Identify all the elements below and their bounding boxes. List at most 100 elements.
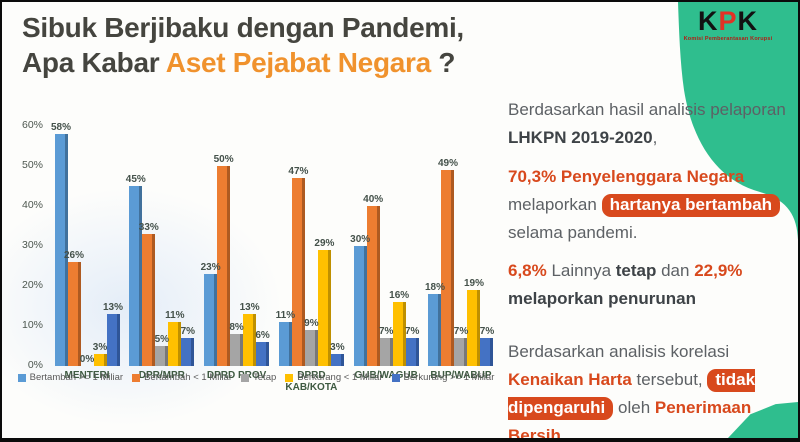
legend-label: Berkurang < 1 Miliar	[297, 372, 383, 383]
bar-group: 18% 49% 7% 19% 7% BUP/WABUP	[425, 126, 496, 381]
bar-value-label: 13%	[239, 302, 260, 313]
bar-group-bars: 45% 33% 5% 11% 7%	[125, 126, 196, 366]
bar	[168, 322, 182, 366]
bar	[93, 354, 107, 366]
bar-slot: 11%	[165, 126, 185, 366]
bar-group: 45% 33% 5% 11% 7% DPR/MPR	[125, 126, 197, 381]
bar	[379, 338, 393, 366]
y-tick-label: 10%	[21, 319, 43, 331]
legend-item: Berkurang >= 1 Miliar	[391, 372, 495, 383]
bar-slot: 7%	[378, 126, 394, 366]
text-segment: Kenaikan Harta	[508, 370, 632, 389]
bar-slot: 30%	[350, 126, 370, 366]
bar-value-label: 7%	[180, 326, 196, 337]
bar	[480, 338, 494, 366]
bar-slot: 3%	[330, 126, 345, 366]
bar-value-label: 40%	[363, 194, 384, 205]
bar-slot: 40%	[363, 126, 383, 366]
bar-group-bars: 58% 26% 0% 3% 13%	[51, 122, 124, 366]
bar-value-label: 8%	[229, 322, 244, 333]
text-segment: Penerimaan Bersih	[508, 397, 752, 442]
bar-value-label: 30%	[350, 234, 371, 245]
bar-value-label: 11%	[275, 310, 296, 321]
bar-slot: 3%	[92, 126, 108, 366]
text-segment: 22,9%	[694, 261, 743, 281]
bar-slot: 29%	[314, 126, 334, 366]
bar	[54, 134, 68, 366]
bar-value-label: 16%	[389, 290, 410, 301]
bar-value-label: 58%	[50, 122, 72, 133]
text-segment: tersebut,	[631, 370, 708, 389]
legend-item: Berkurang < 1 Miliar	[285, 372, 383, 383]
bar	[217, 166, 231, 366]
bar-slot: 58%	[51, 122, 71, 366]
y-axis: 0% 10% 20% 30% 40% 50% 60%	[14, 119, 50, 371]
bar	[204, 274, 218, 366]
bar-value-label: 0%	[79, 354, 95, 365]
text-segment: Lainnya	[546, 261, 616, 281]
text-segment: tetap	[615, 261, 657, 281]
text-segment: 6,8%	[508, 261, 547, 281]
category-label: DPR/MPR	[138, 370, 185, 381]
chart-legend: Bertambah >= 1 Miliar Bertambah < 1 Milia…	[14, 372, 498, 383]
kpk-logo: KPK Komisi Pemberantasan Korupsi	[678, 8, 778, 43]
analysis-paragraph: Berdasarkan hasil analisis pelaporan LHK…	[508, 96, 792, 152]
text-segment: Berdasarkan hasil analisis pelaporan	[508, 100, 786, 119]
y-tick-label: 50%	[21, 159, 43, 171]
chart-plot-row: 0% 10% 20% 30% 40% 50% 60% 58% 26% 0% 3% 13% MENTER…	[14, 102, 498, 393]
legend-swatch-icon	[132, 373, 141, 382]
bar-group: 11% 47% 9% 29% 3% DPRD KAB/KOTA	[275, 126, 346, 393]
category-label: MENTERI	[64, 370, 110, 381]
category-label: BUP/WABUP	[430, 370, 492, 381]
category-label: DPRD KAB/KOTA	[285, 370, 338, 393]
bar-value-label: 7%	[378, 326, 394, 337]
category-label: GUB/WAGUB	[354, 370, 418, 381]
bar-value-label: 13%	[102, 302, 124, 313]
bar-slot: 13%	[240, 126, 260, 366]
legend-item: Bertambah >= 1 Miliar	[17, 372, 123, 383]
bar-value-label: 19%	[463, 278, 484, 289]
bar-slot: 9%	[304, 126, 319, 366]
analysis-paragraph: 6,8% Lainnya tetap dan 22,9% melaporkan …	[508, 257, 792, 313]
bar-value-label: 47%	[288, 166, 309, 177]
bar-slot: 18%	[425, 126, 445, 366]
bar-group-bars: 30% 40% 7% 16% 7%	[350, 126, 420, 366]
bar-value-label: 9%	[304, 318, 319, 329]
bar	[428, 294, 442, 366]
bar-value-label: 5%	[154, 334, 170, 345]
analysis-paragraph: 70,3% Penyelenggara Negara melaporkan ha…	[508, 163, 792, 247]
bar-value-label: 7%	[479, 326, 495, 337]
legend-label: Berkurang >= 1 Miliar	[403, 372, 495, 383]
bar-group-bars: 11% 47% 9% 29% 3%	[275, 126, 345, 366]
bar-value-label: 45%	[125, 174, 146, 185]
bar-value-label: 7%	[404, 326, 420, 337]
text-segment: melaporkan penurunan	[508, 289, 696, 309]
text-segment: hartanya bertambah	[601, 193, 781, 217]
text-segment: oleh	[613, 397, 655, 417]
bar	[243, 314, 257, 366]
title-line-2: Apa Kabar Aset Pejabat Negara ?	[22, 47, 456, 79]
bar	[230, 334, 244, 366]
bar-chart: 0% 10% 20% 30% 40% 50% 60% 58% 26% 0% 3% 13% MENTER…	[14, 102, 498, 393]
title-highlight: Aset Pejabat Negara	[165, 47, 431, 79]
bar-value-label: 3%	[92, 342, 108, 353]
bar-group: 58% 26% 0% 3% 13% MENTERI	[51, 122, 124, 381]
green-corner-shape	[678, 2, 798, 240]
y-tick-label: 60%	[21, 119, 43, 131]
bar-slot: 7%	[404, 126, 420, 366]
legend-item: Tetap	[241, 372, 276, 383]
legend-label: Bertambah < 1 Miliar	[144, 372, 233, 383]
analysis-panel: Berdasarkan hasil analisis pelaporan LHK…	[508, 96, 792, 442]
bar-value-label: 3%	[330, 342, 345, 353]
bar	[366, 206, 380, 366]
bar-group-bars: 18% 49% 7% 19% 7%	[425, 126, 495, 366]
text-segment: LHKPN 2019-2020	[508, 127, 653, 147]
bar-group: 23% 50% 8% 13% 6% DPRD PROV	[201, 126, 272, 381]
text-segment: melaporkan	[508, 194, 602, 214]
bar-slot: 0%	[79, 126, 95, 366]
bar-value-label: 26%	[63, 250, 85, 261]
bar-slot: 26%	[64, 126, 84, 366]
bar	[304, 330, 318, 366]
bar	[353, 246, 367, 366]
